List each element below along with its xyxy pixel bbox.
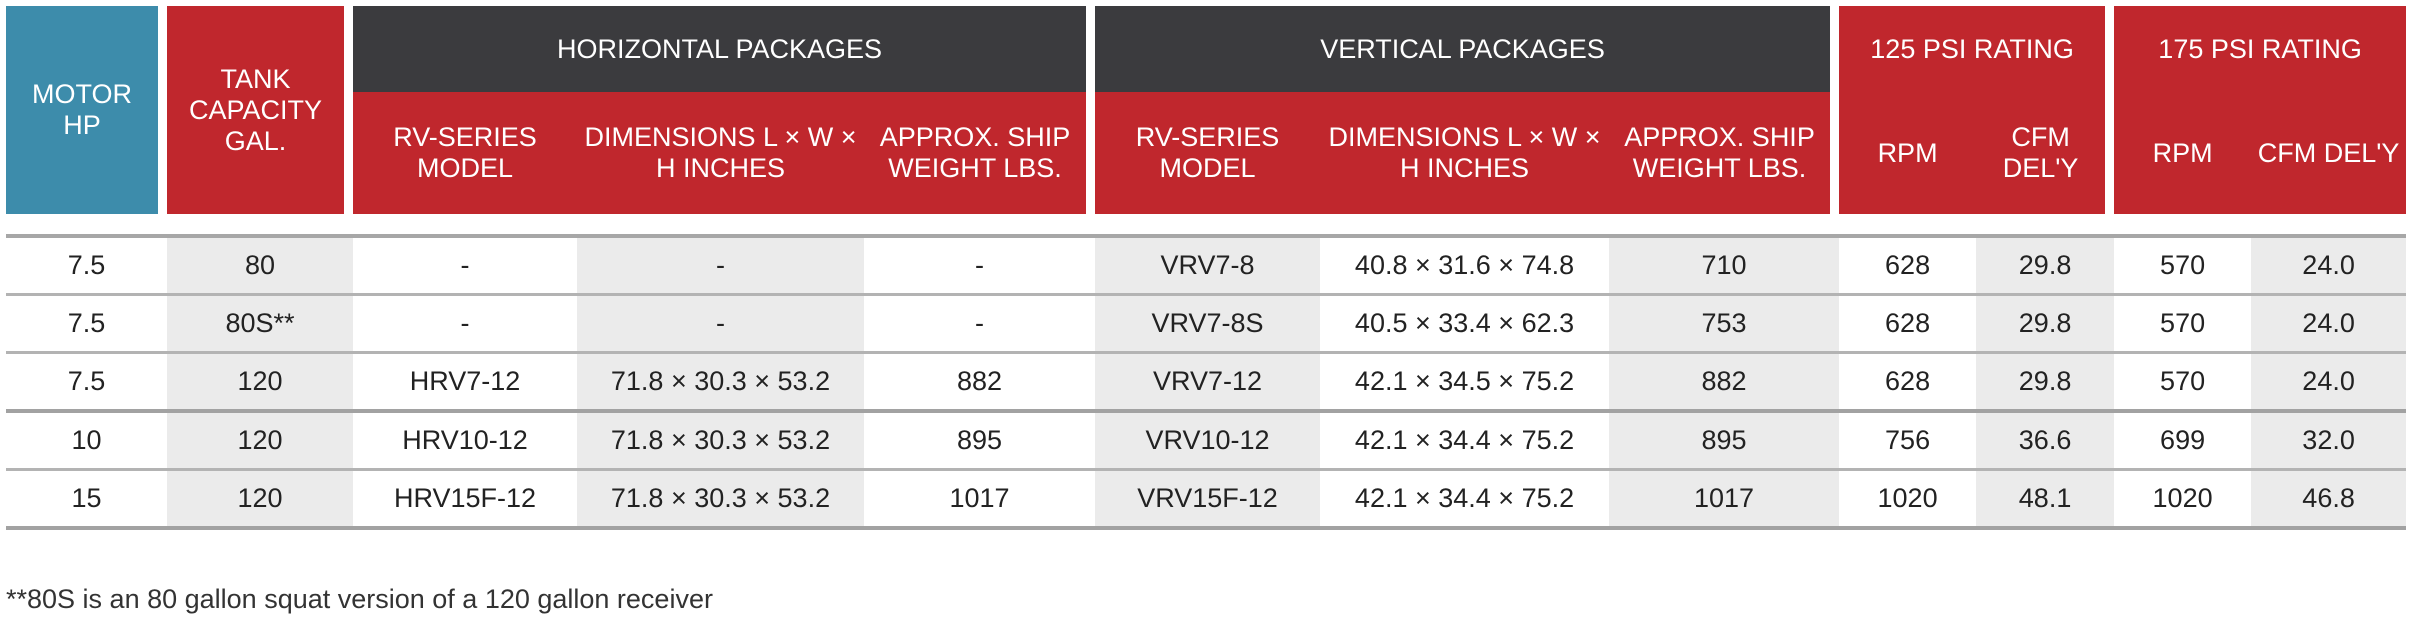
cell-175-rpm: 699 [2114,413,2252,471]
footnote: **80S is an 80 gallon squat version of a… [6,584,713,614]
header-125-psi-rating: 125 PSI RATING [1839,6,2115,92]
header-175-cfm: CFM DEL'Y [2251,92,2407,214]
cell-vertical-weight: 882 [1609,354,1840,413]
cell-125-rpm: 1020 [1839,471,1977,530]
cell-horizontal-weight: 1017 [864,471,1096,530]
cell-vertical-model: VRV10-12 [1095,413,1321,471]
cell-175-rpm: 1020 [2114,471,2252,530]
cell-vertical-dimensions: 42.1 × 34.5 × 75.2 [1320,354,1610,413]
cell-motor-hp: 7.5 [6,238,167,296]
cell-125-rpm: 756 [1839,413,1977,471]
cell-vertical-weight: 753 [1609,296,1840,354]
cell-175-rpm: 570 [2114,238,2252,296]
cell-175-cfm: 24.0 [2251,354,2407,413]
cell-175-cfm: 32.0 [2251,413,2407,471]
cell-125-cfm: 36.6 [1976,413,2115,471]
cell-motor-hp: 7.5 [6,354,167,413]
cell-horizontal-model: HRV7-12 [353,354,577,413]
cell-motor-hp: 10 [6,413,167,471]
header-horizontal-dimensions: DIMENSIONS L × W × H INCHES [577,92,864,214]
header-horizontal-packages: HORIZONTAL PACKAGES [353,6,1096,92]
cell-horizontal-dimensions: - [577,296,864,354]
cell-horizontal-model: - [353,238,577,296]
header-vertical-packages: VERTICAL PACKAGES [1095,6,1840,92]
cell-motor-hp: 15 [6,471,167,530]
cell-horizontal-model: - [353,296,577,354]
cell-horizontal-weight: 882 [864,354,1096,413]
header-vertical-weight: APPROX. SHIP WEIGHT LBS. [1609,92,1840,214]
cell-tank-capacity: 80 [167,238,353,296]
header-125-cfm: CFM DEL'Y [1976,92,2115,214]
cell-tank-capacity: 120 [167,354,353,413]
cell-horizontal-weight: - [864,238,1096,296]
cell-175-rpm: 570 [2114,354,2252,413]
cell-vertical-weight: 710 [1609,238,1840,296]
cell-vertical-weight: 1017 [1609,471,1840,530]
cell-175-rpm: 570 [2114,296,2252,354]
cell-125-cfm: 29.8 [1976,238,2115,296]
header-vertical-model: RV-SERIES MODEL [1095,92,1321,214]
cell-vertical-dimensions: 42.1 × 34.4 × 75.2 [1320,413,1610,471]
cell-horizontal-dimensions: 71.8 × 30.3 × 53.2 [577,354,864,413]
cell-175-cfm: 46.8 [2251,471,2407,530]
cell-175-cfm: 24.0 [2251,238,2407,296]
header-175-rpm: RPM [2114,92,2252,214]
cell-horizontal-dimensions: - [577,238,864,296]
specifications-table: MOTOR HP TANK CAPACITY GAL. HORIZONTAL P… [6,6,2407,530]
table-row: 7.5 80S** - - - VRV7-8S 40.5 × 33.4 × 62… [6,296,2407,354]
cell-vertical-model: VRV15F-12 [1095,471,1321,530]
header-125-rpm: RPM [1839,92,1977,214]
cell-horizontal-dimensions: 71.8 × 30.3 × 53.2 [577,471,864,530]
cell-horizontal-model: HRV15F-12 [353,471,577,530]
cell-vertical-model: VRV7-12 [1095,354,1321,413]
cell-vertical-dimensions: 42.1 × 34.4 × 75.2 [1320,471,1610,530]
cell-125-cfm: 48.1 [1976,471,2115,530]
cell-vertical-model: VRV7-8S [1095,296,1321,354]
cell-125-rpm: 628 [1839,354,1977,413]
header-horizontal-model: RV-SERIES MODEL [353,92,577,214]
cell-motor-hp: 7.5 [6,296,167,354]
cell-125-rpm: 628 [1839,296,1977,354]
cell-125-rpm: 628 [1839,238,1977,296]
cell-tank-capacity: 120 [167,471,353,530]
header-horizontal-weight: APPROX. SHIP WEIGHT LBS. [864,92,1096,214]
table-row: 10 120 HRV10-12 71.8 × 30.3 × 53.2 895 V… [6,413,2407,471]
header-divider [6,214,2407,238]
cell-horizontal-model: HRV10-12 [353,413,577,471]
cell-vertical-dimensions: 40.8 × 31.6 × 74.8 [1320,238,1610,296]
table-row: 7.5 80 - - - VRV7-8 40.8 × 31.6 × 74.8 7… [6,238,2407,296]
table-body: 7.5 80 - - - VRV7-8 40.8 × 31.6 × 74.8 7… [6,214,2407,530]
header-vertical-dimensions: DIMENSIONS L × W × H INCHES [1320,92,1610,214]
cell-horizontal-weight: - [864,296,1096,354]
cell-horizontal-weight: 895 [864,413,1096,471]
cell-vertical-dimensions: 40.5 × 33.4 × 62.3 [1320,296,1610,354]
cell-horizontal-dimensions: 71.8 × 30.3 × 53.2 [577,413,864,471]
header-tank-capacity: TANK CAPACITY GAL. [167,6,353,214]
cell-175-cfm: 24.0 [2251,296,2407,354]
cell-125-cfm: 29.8 [1976,296,2115,354]
cell-vertical-model: VRV7-8 [1095,238,1321,296]
table-row: 7.5 120 HRV7-12 71.8 × 30.3 × 53.2 882 V… [6,354,2407,413]
header-motor-hp: MOTOR HP [6,6,167,214]
cell-125-cfm: 29.8 [1976,354,2115,413]
cell-tank-capacity: 120 [167,413,353,471]
header-175-psi-rating: 175 PSI RATING [2114,6,2407,92]
cell-vertical-weight: 895 [1609,413,1840,471]
cell-tank-capacity: 80S** [167,296,353,354]
table-row: 15 120 HRV15F-12 71.8 × 30.3 × 53.2 1017… [6,471,2407,530]
